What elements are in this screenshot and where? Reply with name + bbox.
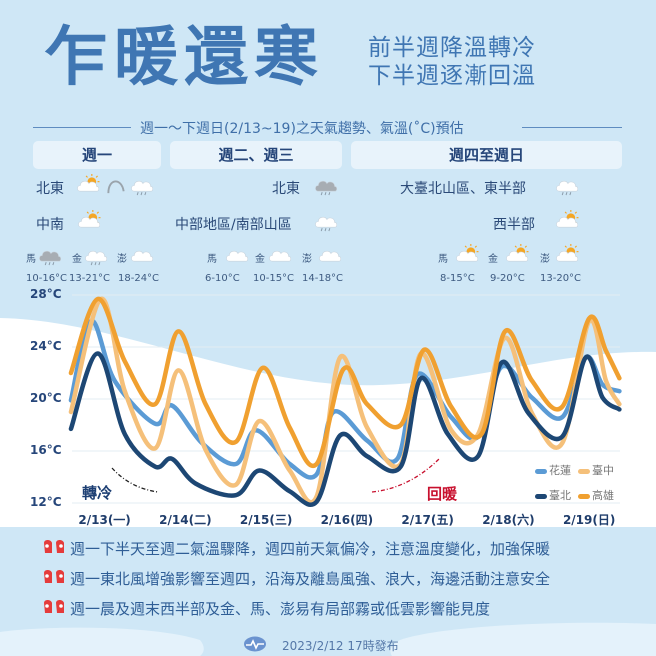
region-label: 西半部	[493, 217, 535, 233]
island-label: 澎	[540, 254, 550, 265]
sun-cloud-icon	[555, 244, 579, 270]
island-temp: 13-20°C	[540, 273, 582, 284]
island-label: 馬	[438, 254, 448, 265]
grey-cloud-rain-icon	[314, 174, 338, 200]
legend-item-hualien: 花蓮	[535, 462, 571, 478]
y-tick-label: 28°C	[30, 287, 62, 301]
x-tick-label: 2/17(五)	[401, 513, 454, 527]
x-tick-label: 2/15(三)	[239, 513, 293, 527]
sun-cloud-icon	[455, 244, 479, 270]
cloud-rain-icon	[84, 244, 108, 270]
island-temp: 9-20°C	[490, 273, 525, 284]
region-label: 北東	[36, 181, 64, 197]
annotation-cooling: 轉冷	[82, 484, 113, 502]
grey-cloud-rain-icon	[38, 244, 62, 270]
y-tick-label: 24°C	[30, 339, 62, 353]
publish-time: 2023/2/12 17時發布	[282, 639, 399, 653]
x-tick-label: 2/16(四)	[320, 513, 374, 527]
island-label: 金	[255, 254, 265, 265]
section-title: 週一～下週日(2/13~19)之天氣趨勢、氣溫(˚C)預估	[140, 121, 464, 137]
x-tick-label: 2/18(六)	[482, 513, 535, 527]
region-label: 大臺北山區、東半部	[400, 181, 526, 197]
x-tick-label: 2/13(一)	[78, 513, 131, 527]
series-line-kaohsiung	[68, 296, 622, 469]
island-temp: 10-16°C	[26, 273, 68, 284]
island-label: 金	[488, 254, 498, 265]
region-label: 中部地區/南部山區	[175, 217, 292, 233]
cloud-rain-icon	[314, 210, 338, 236]
legend-item-taipei: 臺北	[535, 487, 571, 503]
y-tick-label: 16°C	[30, 443, 62, 457]
island-label: 金	[72, 254, 82, 265]
cloud-icon	[318, 244, 342, 270]
cloud-icon	[130, 244, 154, 270]
island-label: 澎	[302, 254, 312, 265]
cloud-rain-icon	[555, 174, 579, 200]
island-label: 馬	[26, 254, 36, 265]
mitten-icon	[44, 600, 64, 613]
temperature-chart	[68, 294, 622, 507]
region-label: 北東	[272, 181, 300, 197]
annotation-warming: 回暖	[427, 485, 458, 503]
island-temp: 18-24°C	[118, 273, 160, 284]
y-tick-label: 20°C	[30, 391, 62, 405]
island-temp: 13-21°C	[69, 273, 111, 284]
bullet-text: 週一晨及週末西半部及金、馬、澎易有局部霧或低雲影響能見度	[70, 600, 491, 618]
island-temp: 6-10°C	[205, 273, 240, 284]
cloud-rain-icon	[130, 174, 154, 200]
x-tick-label: 2/14(二)	[159, 513, 212, 527]
legend-swatch	[578, 493, 590, 499]
island-label: 澎	[117, 254, 127, 265]
arrow-warming-icon	[371, 457, 441, 493]
bullet-text: 週一下半天至週二氣溫驟降，週四前天氣偏冷，注意溫度變化，加強保暖	[70, 540, 551, 558]
arrow-cooling-icon	[111, 467, 159, 493]
subtitle-line-2: 下半週逐漸回溫	[368, 63, 536, 89]
y-tick-label: 12°C	[30, 495, 62, 509]
sun-cloud-icon	[77, 210, 101, 236]
island-temp: 8-15°C	[440, 273, 475, 284]
island-temp: 10-15°C	[253, 273, 295, 284]
series-line-taipei	[68, 351, 622, 507]
divider	[33, 127, 131, 128]
sun-cloud-icon	[505, 244, 529, 270]
x-tick-label: 2/19(日)	[562, 513, 616, 527]
arrow-transition-icon	[104, 174, 128, 200]
cwb-logo-icon	[244, 636, 266, 652]
bullet-text: 週一東北風增強影響至週四，沿海及離島風強、浪大，海邊活動注意安全	[70, 570, 551, 588]
series-line-hualien	[68, 318, 622, 480]
mitten-icon	[44, 570, 64, 583]
legend-swatch	[535, 468, 547, 474]
column-header-tue-wed: 週二、週三	[170, 141, 342, 169]
cloud-icon	[225, 244, 249, 270]
legend-swatch	[578, 468, 590, 474]
page-title: 乍暖還寒	[44, 21, 324, 95]
legend-item-kaohsiung: 高雄	[578, 487, 614, 503]
legend-item-taichung: 臺中	[578, 462, 614, 478]
legend-swatch	[535, 493, 547, 499]
island-temp: 14-18°C	[302, 273, 344, 284]
column-header-thu-sun: 週四至週日	[351, 141, 622, 169]
mitten-icon	[44, 540, 64, 553]
region-label: 中南	[36, 217, 64, 233]
sun-cloud-icon	[555, 210, 579, 236]
sun-cloud-icon	[76, 174, 100, 200]
subtitle-line-1: 前半週降溫轉冷	[368, 35, 536, 61]
divider	[522, 127, 622, 128]
cloud-icon	[268, 244, 292, 270]
column-header-mon: 週一	[33, 141, 161, 169]
island-label: 馬	[207, 254, 217, 265]
